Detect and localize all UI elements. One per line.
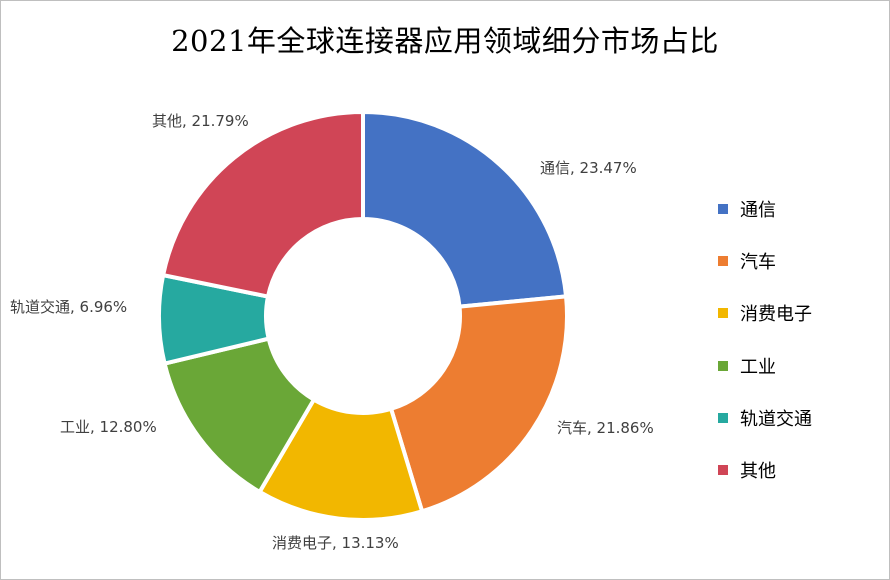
legend-label: 消费电子 xyxy=(740,304,812,326)
legend: 通信汽车消费电子工业轨道交通其他 xyxy=(718,183,812,496)
legend-swatch xyxy=(718,256,728,267)
slice-1 xyxy=(361,109,569,309)
data-label-4: 工业, 12.80% xyxy=(60,418,157,436)
legend-swatch xyxy=(718,412,728,423)
legend-swatch xyxy=(718,308,728,319)
legend-swatch xyxy=(718,360,728,371)
legend-item: 汽车 xyxy=(718,235,812,287)
slice-2 xyxy=(388,294,569,514)
legend-swatch xyxy=(718,204,728,215)
legend-item: 轨道交通 xyxy=(718,392,812,444)
legend-label: 其他 xyxy=(740,461,776,483)
legend-label: 汽车 xyxy=(740,252,776,274)
slice-3 xyxy=(256,396,425,522)
legend-item: 通信 xyxy=(718,183,812,235)
legend-label: 轨道交通 xyxy=(740,408,812,430)
legend-label: 工业 xyxy=(740,356,776,378)
slice-6 xyxy=(160,109,365,299)
data-label-1: 通信, 23.47% xyxy=(540,159,637,177)
chart-title: 2021年全球连接器应用领域细分市场占比 xyxy=(171,24,719,58)
data-label-2: 汽车, 21.86% xyxy=(557,419,654,437)
legend-label: 通信 xyxy=(740,200,776,222)
legend-item: 其他 xyxy=(718,444,812,496)
legend-item: 工业 xyxy=(718,340,812,392)
legend-swatch xyxy=(718,465,728,476)
data-label-3: 消费电子, 13.13% xyxy=(272,534,399,552)
legend-item: 消费电子 xyxy=(718,287,812,339)
data-label-5: 轨道交通, 6.96% xyxy=(10,298,127,316)
data-label-6: 其他, 21.79% xyxy=(152,112,249,130)
